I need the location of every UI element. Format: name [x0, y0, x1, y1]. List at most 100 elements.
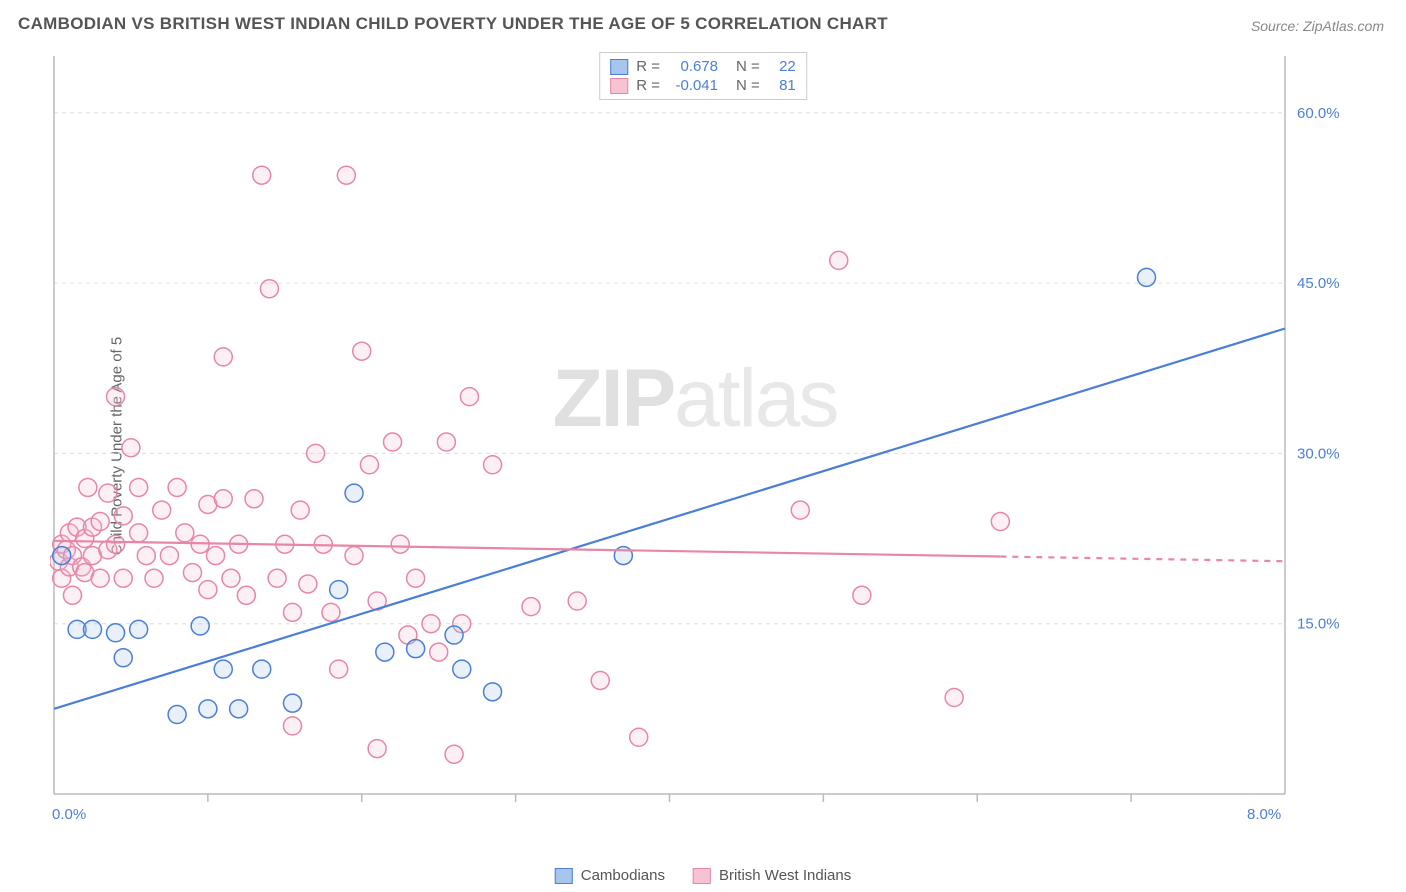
- scatter-point: [345, 547, 363, 565]
- scatter-point: [445, 745, 463, 763]
- scatter-point: [114, 569, 132, 587]
- scatter-point: [237, 586, 255, 604]
- scatter-point: [307, 444, 325, 462]
- stats-row-series-1: R = 0.678 N = 22: [610, 57, 796, 76]
- scatter-point: [199, 581, 217, 599]
- scatter-point: [114, 507, 132, 525]
- legend-label: Cambodians: [581, 867, 665, 884]
- scatter-point: [107, 388, 125, 406]
- legend-swatch: [555, 868, 573, 884]
- scatter-point: [214, 348, 232, 366]
- scatter-point: [79, 478, 97, 496]
- n-value-1: 22: [768, 58, 796, 75]
- scatter-point: [130, 478, 148, 496]
- scatter-point: [368, 740, 386, 758]
- scatter-point: [407, 569, 425, 587]
- y-tick-label: 60.0%: [1297, 105, 1340, 122]
- y-tick-label: 45.0%: [1297, 275, 1340, 292]
- scatter-point: [384, 433, 402, 451]
- scatter-point: [1138, 268, 1156, 286]
- scatter-point: [407, 640, 425, 658]
- scatter-point: [176, 524, 194, 542]
- legend-item: Cambodians: [555, 867, 665, 884]
- scatter-point: [130, 620, 148, 638]
- legend-label: British West Indians: [719, 867, 851, 884]
- scatter-point: [284, 694, 302, 712]
- scatter-point: [145, 569, 163, 587]
- scatter-point: [99, 484, 117, 502]
- scatter-point: [168, 706, 186, 724]
- scatter-point: [53, 547, 71, 565]
- regression-line-dashed: [1000, 557, 1285, 562]
- scatter-point: [91, 569, 109, 587]
- scatter-point: [353, 342, 371, 360]
- scatter-point: [360, 456, 378, 474]
- scatter-point: [191, 617, 209, 635]
- scatter-point: [991, 513, 1009, 531]
- scatter-point: [245, 490, 263, 508]
- swatch-bwi: [610, 78, 628, 94]
- scatter-point: [568, 592, 586, 610]
- scatter-point: [630, 728, 648, 746]
- legend-swatch: [693, 868, 711, 884]
- scatter-plot-svg: 15.0% 30.0% 45.0% 60.0%: [50, 52, 1340, 822]
- scatter-point: [222, 569, 240, 587]
- scatter-point: [376, 643, 394, 661]
- scatter-point: [853, 586, 871, 604]
- scatter-point: [330, 581, 348, 599]
- source-attribution: Source: ZipAtlas.com: [1251, 18, 1384, 34]
- scatter-point: [214, 490, 232, 508]
- scatter-point: [83, 620, 101, 638]
- scatter-point: [107, 535, 125, 553]
- scatter-point: [337, 166, 355, 184]
- scatter-point: [484, 456, 502, 474]
- scatter-point: [484, 683, 502, 701]
- y-tick-label: 30.0%: [1297, 445, 1340, 462]
- y-tick-label: 15.0%: [1297, 616, 1340, 633]
- scatter-point: [214, 660, 232, 678]
- scatter-point: [591, 671, 609, 689]
- r-label: R =: [636, 77, 660, 94]
- scatter-point: [422, 615, 440, 633]
- scatter-point: [522, 598, 540, 616]
- scatter-point: [114, 649, 132, 667]
- scatter-point: [183, 564, 201, 582]
- scatter-point: [830, 251, 848, 269]
- scatter-point: [291, 501, 309, 519]
- scatter-point: [253, 166, 271, 184]
- scatter-point: [945, 688, 963, 706]
- scatter-point: [253, 660, 271, 678]
- r-label: R =: [636, 58, 660, 75]
- scatter-point: [199, 700, 217, 718]
- scatter-point: [160, 547, 178, 565]
- scatter-point: [260, 280, 278, 298]
- x-tick-label: 8.0%: [1247, 806, 1281, 823]
- regression-line: [54, 328, 1285, 708]
- legend-item: British West Indians: [693, 867, 851, 884]
- scatter-point: [330, 660, 348, 678]
- r-value-1: 0.678: [668, 58, 718, 75]
- scatter-point: [299, 575, 317, 593]
- chart-plot-area: ZIPatlas 15.0%30.0%45.0%60.0%: [50, 52, 1340, 822]
- correlation-stats-box: R = 0.678 N = 22 R = -0.041 N = 81: [599, 52, 807, 100]
- r-value-2: -0.041: [668, 77, 718, 94]
- scatter-point: [460, 388, 478, 406]
- scatter-point: [91, 513, 109, 531]
- scatter-point: [130, 524, 148, 542]
- n-label: N =: [736, 77, 760, 94]
- scatter-point: [430, 643, 448, 661]
- x-tick-label: 0.0%: [52, 806, 86, 823]
- scatter-point: [791, 501, 809, 519]
- scatter-point: [391, 535, 409, 553]
- scatter-point: [63, 586, 81, 604]
- scatter-point: [137, 547, 155, 565]
- swatch-cambodians: [610, 59, 628, 75]
- scatter-point: [168, 478, 186, 496]
- scatter-point: [207, 547, 225, 565]
- scatter-point: [153, 501, 171, 519]
- n-label: N =: [736, 58, 760, 75]
- scatter-point: [437, 433, 455, 451]
- scatter-point: [453, 660, 471, 678]
- scatter-point: [268, 569, 286, 587]
- chart-title: CAMBODIAN VS BRITISH WEST INDIAN CHILD P…: [18, 14, 888, 34]
